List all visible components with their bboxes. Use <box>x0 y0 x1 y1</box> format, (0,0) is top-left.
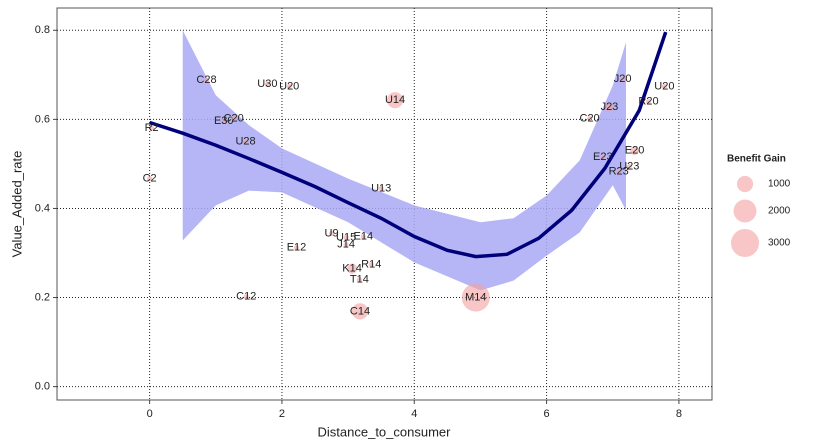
point-label: J20 <box>614 73 632 85</box>
y-tick-label: 0.6 <box>35 113 50 125</box>
point-label: U13 <box>371 182 391 194</box>
point-label: U15 <box>336 231 356 243</box>
point <box>616 168 622 175</box>
confidence-band <box>182 30 626 291</box>
point-label: U30 <box>257 78 277 90</box>
y-tick-label: 0.0 <box>35 381 50 393</box>
plot-layer <box>57 8 712 400</box>
legend-swatch <box>730 228 760 258</box>
point <box>343 241 349 248</box>
x-tick-label: 6 <box>544 408 550 420</box>
point-label: R20 <box>638 95 658 107</box>
point <box>360 233 366 240</box>
point-label: U20 <box>654 80 674 92</box>
point <box>149 125 155 131</box>
legend-label: 3000 <box>768 238 791 249</box>
point-label: R2 <box>145 122 159 134</box>
point-label: R23 <box>609 165 629 177</box>
y-tick-label: 0.4 <box>35 202 50 214</box>
point <box>286 83 292 89</box>
point <box>605 102 614 112</box>
point-label: U28 <box>235 136 255 148</box>
y-axis-label: Value_Added_rate <box>9 151 24 258</box>
legend-label: 2000 <box>768 206 791 217</box>
point-label: J23 <box>601 101 619 113</box>
x-tick-label: 4 <box>411 408 417 420</box>
point <box>587 115 593 122</box>
legend-label: 1000 <box>768 179 791 190</box>
point <box>351 303 369 320</box>
point <box>231 115 237 122</box>
point-label: C14 <box>350 305 370 317</box>
point <box>243 294 249 300</box>
point-label: T14 <box>350 274 369 286</box>
point <box>645 98 652 105</box>
point-label: C20 <box>580 112 600 124</box>
smooth-curve <box>149 31 668 259</box>
point <box>461 283 490 312</box>
legend-swatch <box>733 199 757 223</box>
x-tick-label: 2 <box>279 408 285 420</box>
point-label: E30 <box>214 115 234 127</box>
point-label: C2 <box>143 173 157 185</box>
x-tick-label: 0 <box>147 408 153 420</box>
point <box>329 230 335 236</box>
point-label: M14 <box>465 291 486 303</box>
point-label: U23 <box>619 160 639 172</box>
point-label: E14 <box>354 230 374 242</box>
point <box>626 164 632 170</box>
y-tick-label: 0.8 <box>35 24 50 36</box>
point <box>343 234 349 240</box>
point <box>293 245 300 251</box>
point-label: E20 <box>625 144 645 156</box>
x-axis-label: Distance_to_consumer <box>318 424 452 439</box>
point <box>346 263 358 274</box>
y-tick-label: 0.2 <box>35 291 50 303</box>
legend-swatch <box>736 175 754 193</box>
point <box>221 118 227 124</box>
point-label: C20 <box>224 112 244 124</box>
point-label: R14 <box>361 258 381 270</box>
point-label: E12 <box>287 242 307 254</box>
point-label: U9 <box>325 227 339 239</box>
point <box>600 154 606 160</box>
point <box>661 83 667 89</box>
point-label: C12 <box>236 291 256 303</box>
point <box>356 277 362 283</box>
x-tick-label: 8 <box>676 408 682 420</box>
point <box>243 139 249 145</box>
point-label: C28 <box>196 74 216 86</box>
point-label: K14 <box>342 262 362 274</box>
point <box>386 92 404 109</box>
point <box>264 81 270 87</box>
point <box>378 185 384 191</box>
point <box>203 77 210 83</box>
point <box>368 262 374 268</box>
point <box>630 146 640 155</box>
point-label: J14 <box>337 238 355 250</box>
point-label: E23 <box>593 151 613 163</box>
point-label: U14 <box>385 94 405 106</box>
legend-title: Benefit Gain <box>727 154 786 165</box>
point-label: U20 <box>279 80 299 92</box>
point <box>620 76 626 82</box>
point <box>147 176 153 182</box>
